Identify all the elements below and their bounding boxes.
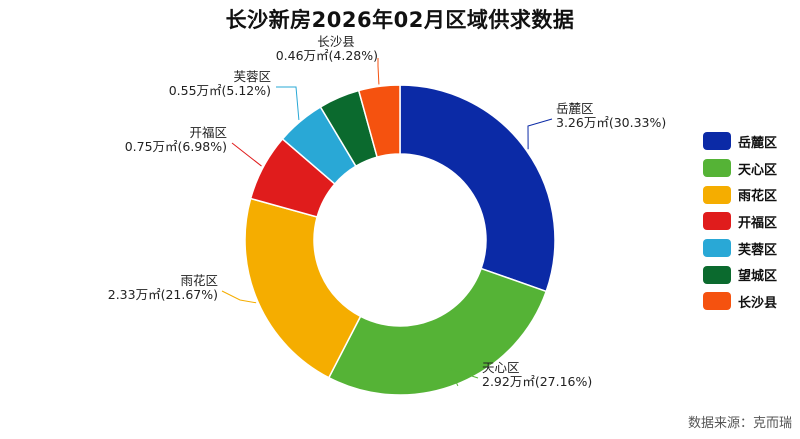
leader-line xyxy=(231,142,262,167)
slice-label-value: 2.33万㎡(21.67%) xyxy=(108,287,218,302)
leader-line xyxy=(377,58,380,85)
leader-line xyxy=(276,86,300,120)
donut-slice-1[interactable] xyxy=(399,84,556,293)
leader-line xyxy=(221,290,257,304)
legend-swatch xyxy=(703,212,731,231)
legend-swatch xyxy=(703,185,731,204)
slice-label-value: 2.92万㎡(27.16%) xyxy=(482,374,592,389)
slice-label-name: 芙蓉区 xyxy=(233,69,271,84)
legend-label: 岳麓区 xyxy=(738,135,778,151)
slice-label-name: 雨花区 xyxy=(180,273,218,288)
legend-item[interactable]: 雨花区 xyxy=(703,181,777,208)
legend-label: 天心区 xyxy=(738,162,778,178)
legend-item[interactable]: 天心区 xyxy=(703,155,777,182)
legend-item[interactable]: 望城区 xyxy=(703,261,777,288)
legend: 岳麓区 天心区 雨花区 开福区 芙蓉区 望城区 长沙县 xyxy=(703,128,777,315)
data-source: 数据来源：克而瑞 xyxy=(687,416,792,431)
legend-item[interactable]: 开福区 xyxy=(703,208,777,235)
leader-line xyxy=(527,118,553,150)
legend-swatch xyxy=(703,132,731,151)
legend-item[interactable]: 长沙县 xyxy=(703,288,777,315)
legend-label: 长沙县 xyxy=(738,295,778,311)
leader-line xyxy=(449,368,479,387)
legend-item[interactable]: 芙蓉区 xyxy=(703,235,777,262)
legend-label: 雨花区 xyxy=(738,189,778,205)
donut-slice-7[interactable] xyxy=(357,84,401,159)
slice-label-name: 长沙县 xyxy=(317,34,355,49)
slice-label-value: 0.55万㎡(5.12%) xyxy=(169,83,271,98)
donut-slice-3[interactable] xyxy=(244,197,362,379)
chart-title: 长沙新房2026年02月区域供求数据 xyxy=(225,8,575,32)
slice-label-name: 天心区 xyxy=(482,360,520,375)
slice-label-name: 岳麓区 xyxy=(556,101,594,116)
legend-swatch xyxy=(703,159,731,178)
legend-swatch xyxy=(703,265,731,284)
legend-item[interactable]: 岳麓区 xyxy=(703,128,777,155)
slice-label-value: 3.26万㎡(30.33%) xyxy=(556,115,666,130)
slice-label-value: 0.46万㎡(4.28%) xyxy=(276,48,378,63)
legend-label: 开福区 xyxy=(738,215,778,231)
slice-label-value: 0.75万㎡(6.98%) xyxy=(125,139,227,154)
legend-label: 芙蓉区 xyxy=(738,242,778,258)
slice-label-name: 开福区 xyxy=(189,125,227,140)
donut-slice-2[interactable] xyxy=(327,267,548,396)
legend-swatch xyxy=(703,239,731,258)
legend-swatch xyxy=(703,292,731,311)
legend-label: 望城区 xyxy=(738,269,778,285)
